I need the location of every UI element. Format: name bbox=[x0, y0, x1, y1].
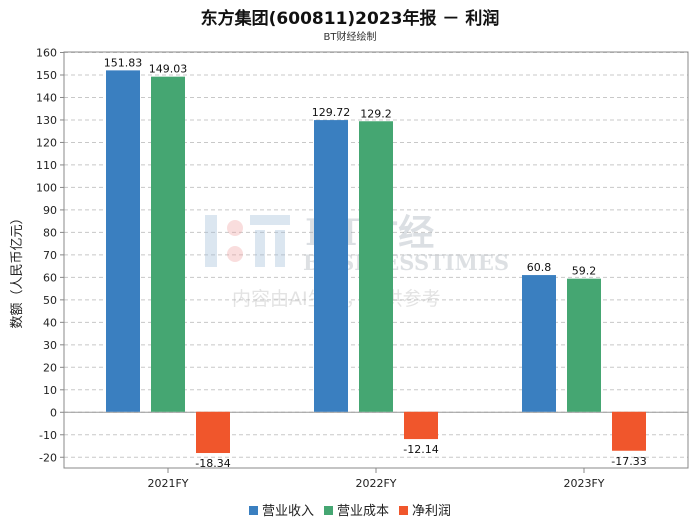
legend-item: 营业收入 bbox=[248, 500, 314, 519]
watermark-logo-dot bbox=[227, 246, 243, 262]
chart-subtitle: BT财经绘制 bbox=[323, 32, 377, 43]
bar bbox=[196, 411, 230, 454]
y-tick-label: -20 bbox=[39, 451, 57, 464]
watermark: BT财经 BUSINESSTIMES 内容由AI生成，仅供参考 bbox=[205, 212, 509, 310]
chart-title: 东方集团(600811)2023年报 － 利润 bbox=[200, 9, 500, 29]
bar bbox=[404, 411, 438, 440]
y-tick-label: 50 bbox=[43, 294, 57, 307]
watermark-logo-bar bbox=[205, 215, 217, 267]
y-tick-label: 120 bbox=[36, 136, 57, 149]
legend-swatch bbox=[399, 506, 408, 515]
bar bbox=[359, 121, 393, 412]
data-label: -12.14 bbox=[403, 443, 438, 456]
y-tick-label: 90 bbox=[43, 204, 57, 217]
x-tick-label: 2022FY bbox=[355, 477, 396, 490]
data-labels: 151.83 149.03 -18.34 129.72 129.2 -12.14 60.8 5… bbox=[104, 56, 647, 470]
data-label: 129.72 bbox=[312, 106, 351, 119]
data-label: -18.34 bbox=[195, 457, 230, 470]
bar bbox=[567, 278, 601, 412]
x-tick-label: 2021FY bbox=[147, 477, 188, 490]
y-tick-label: 130 bbox=[36, 114, 57, 127]
x-tick-label: 2023FY bbox=[563, 477, 604, 490]
legend-label: 营业成本 bbox=[336, 504, 389, 519]
legend-label: 营业收入 bbox=[261, 504, 314, 519]
data-label: 60.8 bbox=[527, 261, 552, 274]
y-tick-label: 40 bbox=[43, 316, 57, 329]
data-label: 151.83 bbox=[104, 56, 143, 69]
legend-item: 营业成本 bbox=[323, 500, 389, 519]
y-tick-label: 60 bbox=[43, 271, 57, 284]
data-label: 149.03 bbox=[149, 63, 188, 76]
y-tick-label: 150 bbox=[36, 69, 57, 82]
data-label: -17.33 bbox=[611, 455, 646, 468]
bar bbox=[106, 70, 140, 412]
y-tick-label: -10 bbox=[39, 429, 57, 442]
bar-chart: BT财经 BUSINESSTIMES 内容由AI生成，仅供参考 -20 -10 0 1… bbox=[36, 47, 689, 490]
y-tick-label: 140 bbox=[36, 91, 57, 104]
y-tick-label: 20 bbox=[43, 361, 57, 374]
bars bbox=[106, 70, 646, 454]
y-tick-label: 70 bbox=[43, 249, 57, 262]
data-label: 59.2 bbox=[572, 265, 597, 278]
bar bbox=[314, 120, 348, 412]
y-tick-label: 10 bbox=[43, 384, 57, 397]
data-label: 129.2 bbox=[360, 107, 392, 120]
watermark-logo-dot bbox=[227, 220, 243, 236]
watermark-logo-bar bbox=[255, 230, 265, 267]
legend: 营业收入 营业成本 净利润 bbox=[0, 500, 700, 519]
y-tick-label: 80 bbox=[43, 226, 57, 239]
axes: -20 -10 0 10 20 30 40 50 60 70 80 90 100 110 120 130 140… bbox=[36, 47, 689, 490]
y-tick-label: 110 bbox=[36, 159, 57, 172]
bar bbox=[612, 411, 646, 451]
watermark-logo-bar bbox=[275, 230, 285, 267]
y-tick-label: 30 bbox=[43, 339, 57, 352]
legend-swatch bbox=[323, 506, 333, 515]
legend-item: 净利润 bbox=[399, 500, 451, 519]
legend-swatch bbox=[248, 506, 258, 515]
y-tick-label: 0 bbox=[50, 406, 57, 419]
watermark-logo-bar bbox=[250, 215, 290, 225]
y-tick-label: 100 bbox=[36, 181, 57, 194]
bar bbox=[151, 76, 185, 412]
legend-label: 净利润 bbox=[412, 504, 452, 519]
bar bbox=[522, 275, 556, 412]
y-tick-label: 160 bbox=[36, 47, 57, 60]
